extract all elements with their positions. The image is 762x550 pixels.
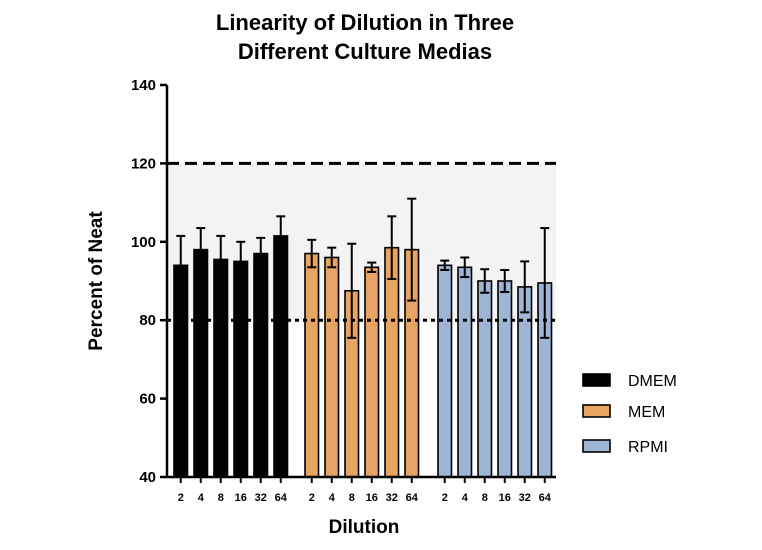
y-tick-label-120: 120 bbox=[131, 155, 156, 172]
x-tick-label-dmem-32: 32 bbox=[255, 492, 267, 504]
bar-dmem-32 bbox=[253, 252, 269, 478]
legend-swatch-dmem bbox=[582, 373, 611, 387]
legend-label-mem: MEM bbox=[628, 404, 665, 421]
bar-dmem-2 bbox=[173, 264, 189, 478]
y-tick-label-140: 140 bbox=[131, 77, 156, 94]
x-tick-label-mem-4: 4 bbox=[329, 492, 336, 504]
y-tick-label-100: 100 bbox=[131, 234, 156, 251]
chart-title: Linearity of Dilution in Three Different… bbox=[110, 8, 620, 66]
x-tick-label-dmem-64: 64 bbox=[275, 492, 288, 504]
chart-title-line-2: Different Culture Medias bbox=[237, 39, 493, 64]
bar-rpmi-8 bbox=[477, 280, 493, 478]
y-tick-label-60: 60 bbox=[139, 391, 156, 408]
y-tick-label-80: 80 bbox=[139, 312, 156, 329]
x-tick-label-rpmi-8: 8 bbox=[482, 492, 488, 504]
bar-dmem-8 bbox=[213, 258, 229, 478]
x-tick-label-dmem-4: 4 bbox=[198, 492, 205, 504]
x-tick-label-dmem-2: 2 bbox=[178, 492, 184, 504]
bar-rpmi-2 bbox=[437, 264, 453, 478]
x-tick-label-mem-16: 16 bbox=[366, 492, 378, 504]
x-tick-label-rpmi-32: 32 bbox=[519, 492, 531, 504]
bar-rpmi-16 bbox=[497, 280, 513, 478]
bar-mem-16 bbox=[364, 266, 380, 478]
bar-rpmi-4 bbox=[457, 266, 473, 478]
bar-dmem-4 bbox=[193, 248, 209, 478]
x-tick-label-rpmi-4: 4 bbox=[462, 492, 469, 504]
legend: DMEM MEM RPMI bbox=[582, 373, 677, 456]
bar-mem-4 bbox=[324, 256, 340, 478]
x-tick-label-mem-64: 64 bbox=[406, 492, 419, 504]
x-tick-label-dmem-16: 16 bbox=[235, 492, 247, 504]
y-tick-label-40: 40 bbox=[139, 469, 156, 486]
x-tick-label-mem-32: 32 bbox=[386, 492, 398, 504]
x-tick-label-mem-2: 2 bbox=[309, 492, 315, 504]
x-tick-label-rpmi-2: 2 bbox=[442, 492, 448, 504]
x-tick-label-rpmi-16: 16 bbox=[499, 492, 511, 504]
chart-title-line-1: Linearity of Dilution in Three bbox=[215, 10, 515, 35]
legend-label-dmem: DMEM bbox=[628, 373, 677, 390]
bar-dmem-64 bbox=[273, 235, 289, 478]
x-tick-label-dmem-8: 8 bbox=[218, 492, 224, 504]
x-tick-label-rpmi-64: 64 bbox=[539, 492, 552, 504]
bar-mem-2 bbox=[304, 252, 320, 478]
bar-rpmi-32 bbox=[517, 286, 533, 478]
bar-dmem-16 bbox=[233, 260, 249, 478]
legend-swatch-rpmi bbox=[582, 439, 611, 453]
legend-label-rpmi: RPMI bbox=[628, 439, 668, 456]
x-axis-title: Dilution bbox=[329, 517, 400, 538]
y-axis-title: Percent of Neat bbox=[86, 211, 107, 351]
x-tick-label-mem-8: 8 bbox=[349, 492, 355, 504]
bar-mem-32 bbox=[384, 246, 400, 478]
legend-swatch-mem bbox=[582, 404, 611, 418]
